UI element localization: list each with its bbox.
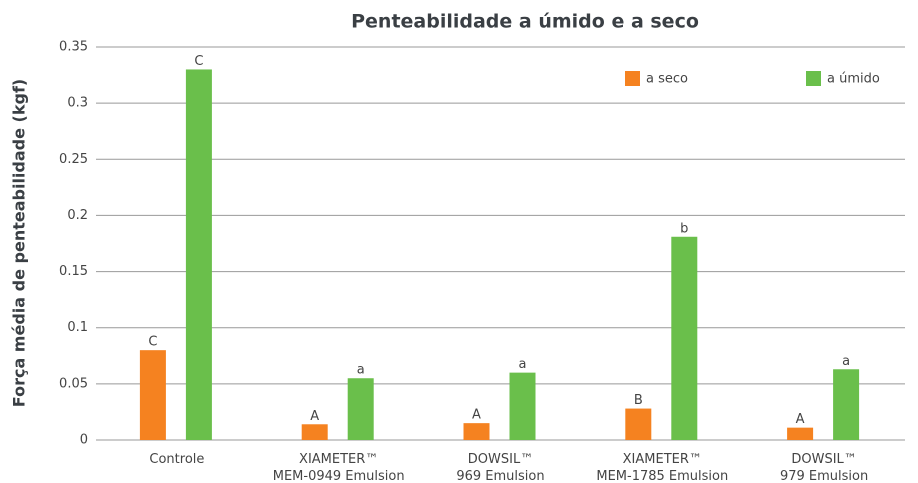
- chart-title: Penteabilidade a úmido e a seco: [351, 11, 699, 33]
- y-tick-label: 0.15: [59, 264, 88, 279]
- x-tick-label: Controle: [149, 452, 205, 467]
- y-axis-label: Força média de penteabilidade (kgf): [10, 79, 29, 407]
- bar-annotation: C: [194, 54, 203, 69]
- y-tick-label: 0.1: [67, 320, 88, 335]
- bar: [671, 236, 698, 440]
- bar-annotation: C: [148, 335, 157, 350]
- bar: [787, 427, 814, 440]
- bar: [185, 69, 212, 440]
- y-tick-label: 0.05: [59, 376, 88, 391]
- bar-annotation: A: [310, 409, 319, 424]
- bar-annotation: a: [357, 363, 365, 378]
- bar-annotation: a: [519, 357, 527, 372]
- legend-swatch: [806, 71, 821, 86]
- bar-annotation: b: [680, 221, 688, 236]
- y-tick-label: 0.25: [59, 152, 88, 167]
- bar: [833, 369, 860, 440]
- x-tick-label: XIAMETER™ MEM-1785 Emulsion: [596, 452, 729, 483]
- legend-swatch: [625, 71, 640, 86]
- x-tick-label: XIAMETER™ MEM-0949 Emulsion: [272, 452, 405, 483]
- bar-annotation: A: [472, 408, 481, 423]
- bar: [139, 350, 166, 440]
- bar-annotation: a: [842, 354, 850, 369]
- bar: [509, 372, 536, 440]
- y-tick-label: 0: [80, 433, 88, 448]
- bar-annotation: B: [634, 393, 643, 408]
- bar: [347, 378, 374, 440]
- y-tick-label: 0.35: [59, 40, 88, 55]
- x-tick-label: DOWSIL™ 969 Emulsion: [456, 452, 545, 483]
- y-tick-label: 0.2: [67, 208, 88, 223]
- bar: [625, 408, 652, 440]
- legend-label: a seco: [646, 72, 688, 87]
- bar: [301, 424, 328, 440]
- x-tick-label: DOWSIL™ 979 Emulsion: [779, 452, 869, 483]
- bar: [463, 423, 490, 440]
- bar-annotation: A: [796, 412, 805, 427]
- legend-label: a úmido: [827, 72, 880, 87]
- y-tick-label: 0.3: [67, 96, 88, 111]
